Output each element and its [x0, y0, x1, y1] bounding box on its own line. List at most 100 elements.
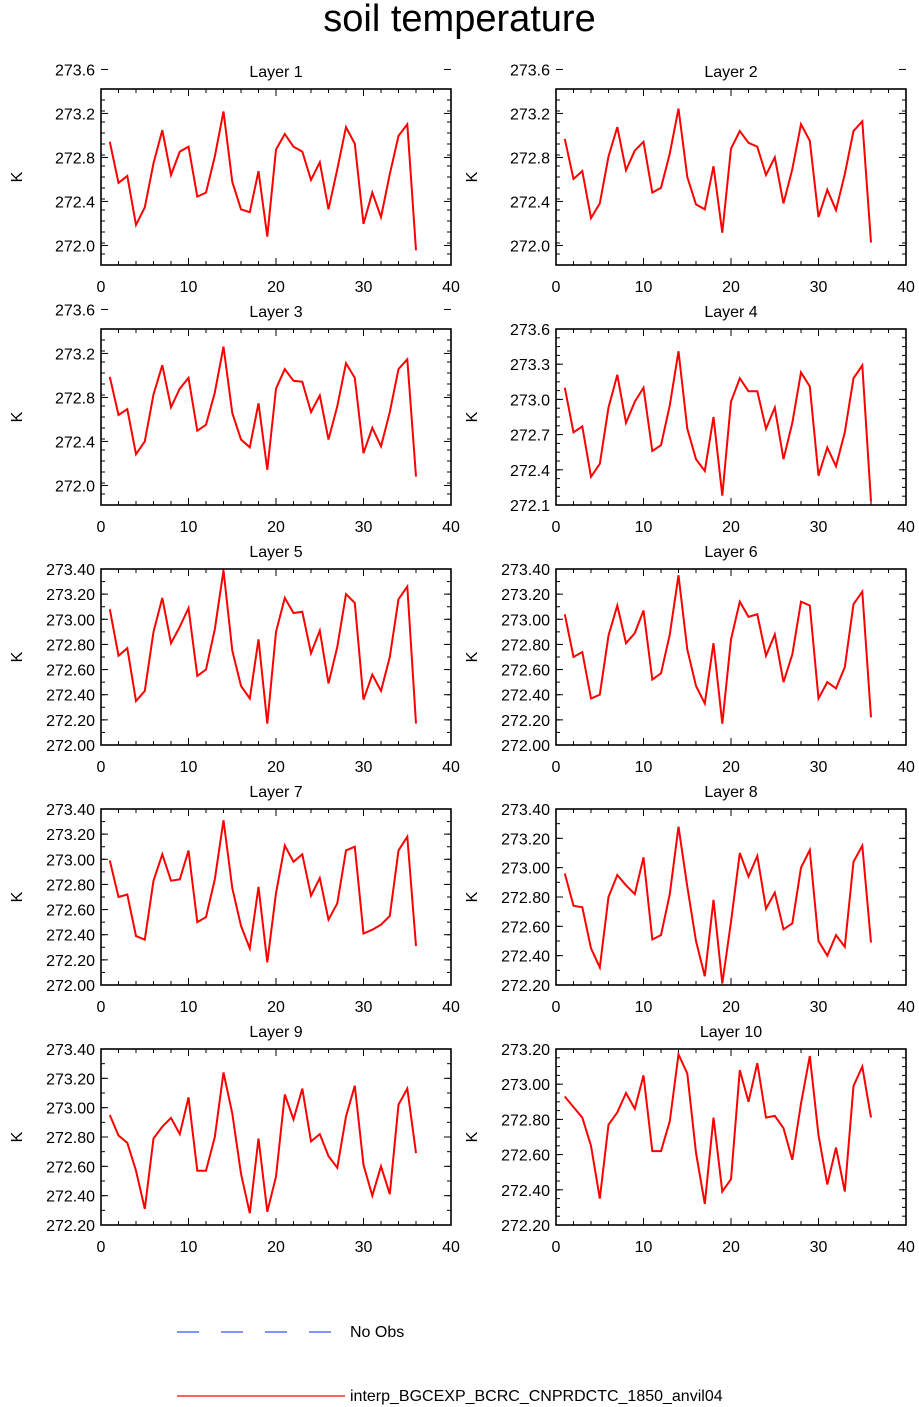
x-tick-label: 0: [97, 1239, 106, 1256]
y-tick-label: 272.80: [46, 877, 95, 894]
y-tick-label: 272.20: [501, 713, 550, 730]
panel-6: Layer 6 K 0 10 20 30 40 272.00 272.20 272.40 272.6…: [464, 544, 915, 776]
y-tick-label: 272.00: [46, 738, 95, 755]
x-tick-label: 20: [267, 1239, 285, 1256]
panel-title: Layer 4: [704, 304, 757, 321]
y-tick-label: 273.2: [55, 106, 95, 123]
y-tick-label: 272.20: [46, 953, 95, 970]
x-tick-label: 40: [442, 759, 460, 776]
y-tick-label: 273.40: [46, 562, 95, 579]
series-line: [564, 1050, 872, 1205]
y-tick-label: 272.80: [501, 637, 550, 654]
y-tick-label: 272.60: [501, 663, 550, 680]
x-tick-label: 30: [355, 999, 373, 1016]
panel-title: Layer 6: [704, 544, 757, 561]
panel-1: Layer 1 K 0 10 20 30 40 272.0 272.4 272.8 273.2 273…: [9, 62, 460, 296]
y-tick-label: 273.20: [501, 831, 550, 848]
panel-8: Layer 8 K 0 10 20 30 40 272.20 272.40 272.60 272.8…: [464, 784, 915, 1016]
y-tick-label: 273.00: [501, 1077, 550, 1094]
panel-title: Layer 10: [700, 1024, 762, 1041]
x-tick-label: 10: [635, 999, 653, 1016]
x-tick-label: 40: [897, 759, 915, 776]
y-tick-label: 272.40: [501, 1183, 550, 1200]
panel-3: Layer 3 K 0 10 20 30 40 272.0 272.4 272.8 273.2 273…: [9, 302, 460, 536]
series-line: [563, 108, 872, 243]
x-tick-label: 30: [810, 999, 828, 1016]
x-tick-label: 10: [180, 279, 198, 296]
x-tick-label: 40: [442, 999, 460, 1016]
figure-title: soil temperature: [323, 0, 596, 40]
x-tick-label: 20: [267, 999, 285, 1016]
y-tick-label: 273.00: [501, 861, 550, 878]
y-tick-label: 273.40: [501, 562, 550, 579]
y-tick-label: 273.40: [46, 802, 95, 819]
y-tick-label: 272.8: [55, 150, 95, 167]
y-tick-label: 272.4: [510, 463, 550, 480]
x-tick-label: 20: [267, 759, 285, 776]
y-tick-label: 272.40: [501, 688, 550, 705]
x-tick-label: 40: [897, 519, 915, 536]
plot-frame: [555, 568, 907, 746]
y-tick-label: 272.4: [55, 194, 95, 211]
x-tick-label: 30: [355, 279, 373, 296]
x-tick-label: 0: [97, 999, 106, 1016]
x-tick-label: 40: [897, 1239, 915, 1256]
x-tick-label: 30: [355, 759, 373, 776]
y-tick-label: 272.8: [510, 150, 550, 167]
panel-title: Layer 8: [704, 784, 757, 801]
y-axis-label: K: [9, 1131, 26, 1142]
y-axis-label: K: [9, 891, 26, 902]
y-tick-label: 273.20: [46, 827, 95, 844]
y-tick-label: 272.20: [501, 1218, 550, 1235]
y-axis-label: K: [9, 411, 26, 422]
legend-no-obs-label: No Obs: [350, 1324, 405, 1341]
x-tick-label: 20: [722, 519, 740, 536]
panel-title: Layer 1: [249, 64, 302, 81]
y-tick-label: 272.60: [46, 663, 95, 680]
y-tick-label: 273.00: [46, 1101, 95, 1118]
x-tick-label: 20: [722, 999, 740, 1016]
y-axis-label: K: [464, 651, 481, 662]
y-tick-label: 272.80: [46, 1130, 95, 1147]
panel-5: Layer 5 K 0 10 20 30 40 272.00 272.20 272.40 272.6…: [9, 544, 460, 776]
x-tick-label: 0: [97, 519, 106, 536]
x-tick-label: 0: [552, 519, 561, 536]
y-tick-label: 273.6: [510, 322, 550, 339]
y-axis-label: K: [9, 171, 26, 182]
plot-frame: [100, 328, 452, 506]
y-tick-label: 272.20: [46, 1218, 95, 1235]
plot-frame: [100, 568, 452, 746]
panel-2: Layer 2 K 0 10 20 30 40 272.0 272.4 272.8 273.2 273…: [464, 62, 915, 296]
plot-frame: [555, 88, 907, 266]
y-tick-label: 273.2: [510, 106, 550, 123]
x-tick-label: 0: [97, 279, 106, 296]
x-tick-label: 10: [180, 1239, 198, 1256]
x-tick-label: 10: [635, 759, 653, 776]
panel-title: Layer 7: [249, 784, 302, 801]
x-tick-label: 20: [267, 519, 285, 536]
y-tick-label: 272.80: [501, 1112, 550, 1129]
y-tick-label: 273.20: [501, 587, 550, 604]
y-tick-label: 272.60: [46, 903, 95, 920]
y-tick-label: 272.8: [55, 390, 95, 407]
y-tick-label: 272.0: [55, 238, 95, 255]
x-tick-label: 0: [552, 1239, 561, 1256]
series-line: [563, 575, 872, 724]
y-tick-label: 272.60: [501, 919, 550, 936]
series-line: [108, 346, 417, 477]
x-tick-label: 40: [897, 279, 915, 296]
legend-no-obs-line: [177, 1331, 331, 1333]
plot-frame: [555, 1048, 907, 1226]
panel-9: Layer 9 K 0 10 20 30 40 272.20 272.40 272.60 272.8…: [9, 1024, 460, 1256]
y-tick-label: 273.3: [510, 357, 550, 374]
x-tick-label: 10: [180, 999, 198, 1016]
y-tick-label: 272.60: [46, 1159, 95, 1176]
y-tick-label: 273.20: [501, 1042, 550, 1059]
x-tick-label: 10: [180, 759, 198, 776]
y-tick-label: 272.20: [501, 978, 550, 995]
y-tick-label: 273.00: [46, 852, 95, 869]
x-tick-label: 40: [442, 279, 460, 296]
x-tick-label: 0: [552, 999, 561, 1016]
